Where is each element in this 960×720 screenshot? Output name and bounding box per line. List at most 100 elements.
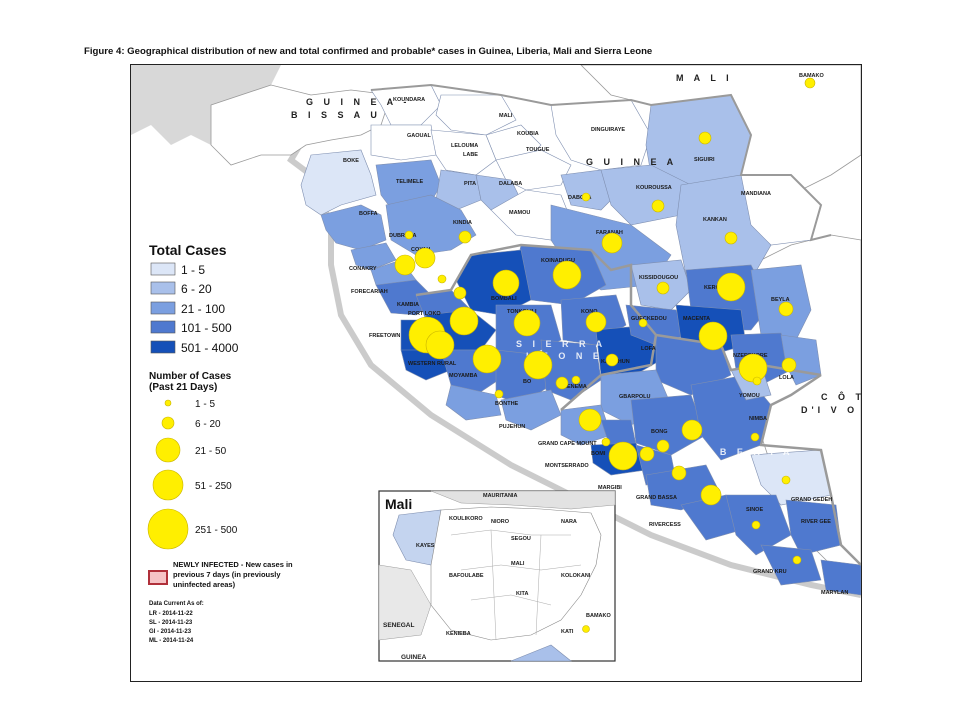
label-guinea-bissau-b: B I S S A U [291, 110, 381, 120]
bubble-bombali [492, 269, 520, 297]
label-gaoual: GAOUAL [407, 133, 431, 139]
inset-label-bafoulabe: BAFOULABE [449, 573, 484, 579]
label-pita: PITA [464, 181, 476, 187]
label-grand-kru: GRAND KRU [753, 569, 787, 575]
label-lelouma: LELOUMA [451, 143, 478, 149]
bubble-grand-cape-mount [601, 437, 611, 447]
border-guinea-mali [370, 83, 832, 242]
inset-guinea-bottom [510, 644, 572, 662]
bubble-kankan [724, 231, 738, 245]
label-kambia: KAMBIA [397, 302, 419, 308]
bubble-margibi [656, 439, 670, 453]
coastline-relief [131, 65, 281, 145]
legend-data-gi: GI - 2014-11-23 [149, 629, 192, 635]
label-cote-a: C Ô T [821, 391, 861, 402]
legend-total-title: Total Cases [149, 242, 227, 258]
label-forecariah: FORECARIAH [351, 289, 388, 295]
label-liberia: L I B E R I A [691, 447, 794, 457]
label-river-gee: RIVER GEE [801, 519, 831, 525]
legend-bubble-1-label: 1 - 5 [195, 399, 215, 410]
region-beyla [750, 264, 812, 341]
legend-swatch-1 [150, 262, 176, 276]
bubble-port-loko [453, 286, 467, 300]
region-kenema [540, 339, 602, 401]
label-dabola: DABOLA [568, 195, 592, 201]
region-grand-kru [760, 544, 822, 586]
figure-caption: Figure 4: Geographical distribution of n… [84, 46, 653, 57]
legend-newly-swatch [148, 570, 168, 585]
region-pujehun [500, 389, 562, 431]
inset-label-nioro: NIORO [491, 519, 510, 525]
border-sierra-leone-liberia [560, 334, 658, 411]
inset-bubble-bamako [582, 625, 590, 633]
label-kenema: KENEMA [563, 384, 587, 390]
label-mali-pref: MALI [499, 113, 513, 119]
inset-senegal [378, 564, 432, 641]
bubble-montserrado [608, 441, 638, 471]
label-gueckedou: GUECKEDOU [631, 316, 667, 322]
region-maryland [820, 559, 861, 596]
border-liberia-cote [759, 373, 861, 566]
label-yomou: YOMOU [739, 393, 760, 399]
inset-label-guinea: GUINEA [401, 654, 427, 661]
inset-label-kenieba: KENIEBA [446, 631, 471, 637]
bubble-bomi [639, 446, 655, 462]
label-pujehun: PUJEHUN [499, 424, 525, 430]
guinea-bissau-area [210, 84, 392, 166]
label-mali: M A L I [676, 73, 733, 83]
bubble-nzerekore [738, 353, 768, 383]
bubble-kissidougou [656, 281, 670, 295]
inset-label-mali: MALI [511, 561, 525, 567]
bubble-kindia [458, 230, 472, 244]
legend-bubble-4 [152, 469, 184, 501]
label-faranah: FARANAH [596, 230, 623, 236]
label-lofa: LOFA [641, 346, 656, 352]
label-margibi: MARGIBI [598, 485, 622, 491]
legend-data-lr: LR - 2014-11-22 [149, 611, 193, 617]
label-dalaba: DALABA [499, 181, 522, 187]
legend-total-5: 501 - 4000 [181, 341, 239, 355]
bubble-conakry [394, 254, 416, 276]
label-beyla: BEYLA [771, 297, 790, 303]
label-boffa: BOFFA [359, 211, 378, 217]
label-kono: KONO [581, 309, 598, 315]
label-mandiana: MANDIANA [741, 191, 771, 197]
label-conakry: CONAKRY [349, 266, 377, 272]
label-tougue: TOUGUE [526, 147, 550, 153]
legend-total-2: 6 - 20 [181, 282, 212, 296]
bubble-koinadugu [552, 260, 582, 290]
label-boke: BOKE [343, 158, 359, 164]
bubble-lola [781, 357, 797, 373]
label-telimele: TELIMELE [396, 179, 424, 185]
region-grand-gedeh [750, 449, 832, 506]
label-sierra-leone-b: L E O N E [526, 351, 603, 361]
bubble-bamako [804, 77, 816, 89]
bubble-dabola [581, 192, 591, 202]
legend-total-4: 101 - 500 [181, 321, 232, 335]
bubble-western-rural [425, 330, 455, 360]
legend: Total Cases 1 - 5 6 - 20 21 - 100 101 - … [147, 242, 293, 644]
bubble-yomou [752, 376, 762, 386]
legend-total-3: 21 - 100 [181, 302, 225, 316]
bubble-kenema [523, 350, 553, 380]
legend-newly-c: uninfected areas) [173, 580, 236, 589]
inset-mauritania [430, 490, 616, 510]
label-dubreka: DUBREKA [389, 233, 417, 239]
inset-label-kolokani: KOLOKANI [561, 573, 591, 579]
bubble-gbarpolu [578, 408, 602, 432]
label-port-loko: PORT LOKO [408, 311, 441, 317]
label-labe: LABE [463, 152, 478, 158]
legend-data-ml: ML - 2014-11-24 [149, 638, 194, 644]
legend-bubble-1 [164, 399, 172, 407]
bubble-macenta [698, 321, 728, 351]
label-grand-bassa: GRAND BASSA [636, 495, 677, 501]
bubble-rivercess [700, 484, 722, 506]
bubble-kono [585, 311, 607, 333]
bubble-moyamba [472, 344, 502, 374]
region-boffa [320, 204, 387, 251]
bubble-forecariah [437, 274, 447, 284]
region-pita [435, 169, 482, 211]
label-guinea-bissau-a: G U I N E A - [306, 97, 410, 107]
label-grand-cape-mount: GRAND CAPE MOUNT [538, 441, 597, 447]
label-sierra-leone-a: S I E R R A [516, 339, 606, 349]
